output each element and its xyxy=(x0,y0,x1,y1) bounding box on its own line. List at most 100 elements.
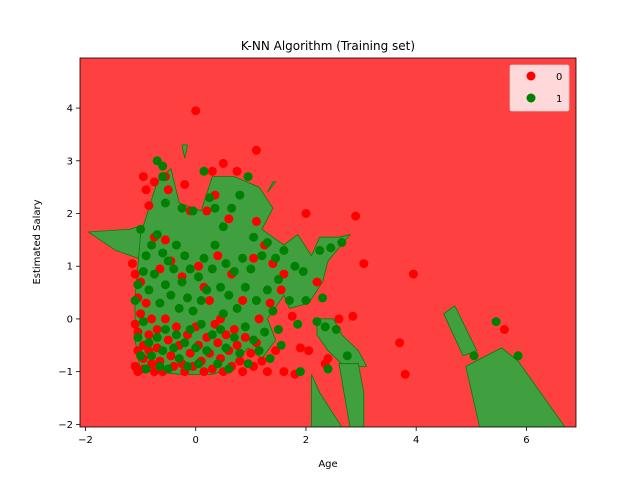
y-tick-label-4: 4 xyxy=(67,104,73,115)
point-class-1-35 xyxy=(166,290,176,300)
point-class-1-98 xyxy=(249,335,259,345)
point-class-1-40 xyxy=(180,251,190,261)
point-class-1-56 xyxy=(238,253,248,263)
point-class-0-46 xyxy=(229,325,239,334)
point-class-1-33 xyxy=(160,280,170,290)
point-class-1-72 xyxy=(144,338,154,348)
y-tick-label-2: 2 xyxy=(67,209,73,220)
point-class-1-1 xyxy=(158,161,168,171)
x-axis: −2 0 2 4 6 xyxy=(78,427,530,446)
point-class-1-9 xyxy=(218,222,228,232)
y-tick-label-0: 0 xyxy=(67,314,73,325)
point-class-0-80 xyxy=(251,145,261,155)
x-tick-label-6: 6 xyxy=(523,435,529,446)
point-class-0-73 xyxy=(191,106,201,116)
point-class-1-95 xyxy=(235,348,245,358)
point-class-1-68 xyxy=(133,332,143,342)
point-class-0-78 xyxy=(224,214,234,224)
point-class-0-79 xyxy=(232,166,242,176)
point-class-1-105 xyxy=(312,317,322,327)
point-class-1-90 xyxy=(213,359,223,369)
point-class-0-74 xyxy=(202,206,212,216)
legend-marker-1 xyxy=(526,93,536,103)
point-class-0-59 xyxy=(295,343,305,353)
y-axis-label: Estimated Salary xyxy=(32,199,43,284)
point-class-0-105 xyxy=(287,311,297,321)
point-class-1-110 xyxy=(469,351,479,361)
point-class-0-97 xyxy=(194,261,203,271)
point-class-1-6 xyxy=(199,166,209,176)
point-class-1-73 xyxy=(147,351,157,361)
point-class-1-59 xyxy=(251,296,261,305)
y-tick-label-3: 3 xyxy=(67,156,73,167)
point-class-1-27 xyxy=(144,285,154,295)
point-class-1-48 xyxy=(207,264,217,274)
point-class-1-30 xyxy=(152,230,162,240)
y-tick-label--2: −2 xyxy=(58,420,73,431)
point-class-0-51 xyxy=(246,348,256,358)
point-class-1-24 xyxy=(136,224,146,234)
point-class-0-89 xyxy=(395,338,405,348)
point-class-1-106 xyxy=(320,322,330,332)
point-class-1-53 xyxy=(224,290,234,300)
point-class-1-3 xyxy=(160,198,170,208)
point-class-0-8 xyxy=(136,309,146,319)
point-class-0-65 xyxy=(138,172,148,182)
point-class-1-45 xyxy=(196,296,206,305)
point-class-1-36 xyxy=(169,264,179,274)
y-tick-label--1: −1 xyxy=(58,367,73,378)
point-class-1-75 xyxy=(155,361,165,371)
point-class-1-79 xyxy=(169,343,179,353)
point-class-1-12 xyxy=(243,172,253,182)
point-class-1-62 xyxy=(268,306,278,316)
point-class-1-88 xyxy=(202,346,212,356)
point-class-1-76 xyxy=(158,346,168,356)
point-class-0-48 xyxy=(235,356,245,366)
x-tick-label-0: 0 xyxy=(193,435,199,446)
point-class-1-21 xyxy=(337,238,347,247)
point-class-1-31 xyxy=(155,298,165,308)
point-class-1-112 xyxy=(513,351,523,361)
point-class-1-103 xyxy=(276,340,286,350)
point-class-0-66 xyxy=(141,185,151,195)
x-axis-label: Age xyxy=(318,459,337,470)
point-class-1-22 xyxy=(130,296,140,305)
point-class-0-98 xyxy=(205,296,214,305)
x-tick-label-4: 4 xyxy=(413,435,419,446)
point-class-1-65 xyxy=(293,319,303,329)
point-class-1-52 xyxy=(221,259,231,269)
point-class-1-99 xyxy=(254,346,264,356)
point-class-0-91 xyxy=(408,269,418,279)
plot-area xyxy=(80,58,576,427)
point-class-1-46 xyxy=(199,253,209,263)
point-class-0-101 xyxy=(238,296,248,305)
point-class-0-55 xyxy=(262,367,272,377)
point-class-1-102 xyxy=(273,325,283,334)
x-tick-label-2: 2 xyxy=(303,435,309,446)
point-class-0-40 xyxy=(213,338,223,348)
legend-label-1: 1 xyxy=(556,94,562,105)
point-class-0-50 xyxy=(240,332,250,342)
point-class-0-81 xyxy=(251,216,261,226)
point-class-0-108 xyxy=(147,314,157,324)
decision-region-1 xyxy=(134,167,352,375)
point-class-0-87 xyxy=(351,211,361,221)
point-class-1-55 xyxy=(232,303,242,313)
point-class-1-14 xyxy=(262,238,272,247)
point-class-0-62 xyxy=(323,354,333,363)
point-class-1-4 xyxy=(177,203,187,213)
point-class-1-11 xyxy=(235,190,245,200)
point-class-1-89 xyxy=(207,330,217,340)
y-axis: −2 −1 0 1 2 3 4 xyxy=(58,104,80,431)
point-class-1-96 xyxy=(240,322,250,332)
point-class-1-66 xyxy=(301,296,311,305)
point-class-1-38 xyxy=(174,303,184,313)
point-class-1-85 xyxy=(191,343,201,353)
point-class-0-12 xyxy=(141,298,151,308)
point-class-1-63 xyxy=(273,274,283,284)
decision-region-8 xyxy=(465,347,566,427)
point-class-1-93 xyxy=(224,364,234,374)
point-class-1-70 xyxy=(138,317,148,327)
point-class-1-19 xyxy=(315,245,325,255)
point-class-1-25 xyxy=(138,267,148,276)
